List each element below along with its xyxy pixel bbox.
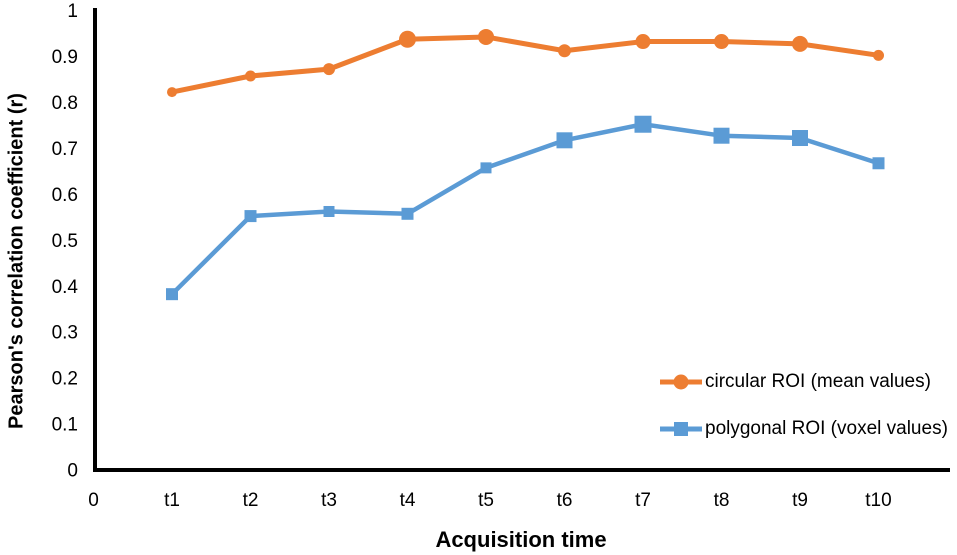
y-axis-title: Pearson's correlation coefficient (r) (5, 93, 28, 429)
x-tick-label: t10 (865, 490, 891, 511)
legend-label-polygonal: polygonal ROI (voxel values) (705, 417, 948, 439)
y-tick-label: 0.1 (52, 415, 78, 436)
x-tick-label: t4 (400, 490, 416, 511)
data-point-circular-t1 (167, 87, 177, 98)
data-point-polygonal-t8 (713, 127, 730, 144)
data-point-circular-t8 (714, 34, 729, 50)
y-tick-label: 0.6 (52, 185, 78, 206)
data-point-circular-t3 (323, 63, 335, 76)
y-tick-label: 0.9 (52, 47, 78, 68)
series-line-polygonal-roi (169, 121, 881, 297)
x-tick-label: t7 (635, 490, 651, 511)
x-axis-title: Acquisition time (435, 527, 607, 552)
x-tick-label: t8 (714, 490, 730, 511)
data-point-circular-t10 (873, 49, 884, 61)
legend-item-polygonal-roi: polygonal ROI (voxel values) (660, 416, 948, 441)
y-tick-label: 0.8 (52, 93, 78, 114)
data-point-polygonal-t1 (166, 288, 178, 301)
y-tick-label: 0.7 (52, 139, 78, 160)
x-tick-label: t9 (792, 490, 808, 511)
y-tick-label: 0.3 (52, 323, 78, 344)
y-tick-label: 0 (67, 461, 78, 482)
y-tick-label: 0.2 (52, 369, 78, 390)
x-tick-label: 0 (88, 490, 99, 511)
x-tick-label: t1 (164, 490, 180, 511)
data-point-circular-t9 (792, 35, 808, 52)
data-point-circular-t5 (478, 28, 494, 45)
data-point-polygonal-t6 (556, 132, 573, 149)
data-point-circular-t4 (399, 30, 416, 48)
legend-item-circular-roi: circular ROI (mean values) (660, 369, 948, 394)
legend-label-circular: circular ROI (mean values) (705, 370, 931, 392)
data-point-circular-t7 (635, 34, 651, 50)
x-tick-label: t3 (321, 490, 337, 511)
legend-swatch-circular (660, 374, 702, 390)
x-tick-label: t2 (243, 490, 259, 511)
legend-swatch-polygonal (660, 421, 702, 437)
series-line-circular-roi (169, 34, 881, 95)
data-point-circular-t2 (245, 70, 256, 82)
data-point-circular-t6 (558, 44, 571, 58)
legend: circular ROI (mean values) polygonal ROI… (660, 369, 948, 441)
y-tick-label: 0.4 (52, 277, 79, 298)
data-point-polygonal-t4 (401, 207, 414, 220)
data-point-polygonal-t2 (244, 210, 257, 223)
y-tick-label: 0.5 (52, 231, 78, 252)
data-point-polygonal-t3 (323, 205, 335, 217)
data-point-polygonal-t9 (792, 130, 808, 147)
data-point-polygonal-t7 (634, 115, 652, 133)
x-tick-label: t5 (478, 490, 494, 511)
data-point-polygonal-t10 (872, 157, 885, 170)
x-tick-label: t6 (557, 490, 573, 511)
y-tick-label: 1 (67, 1, 78, 22)
circle-marker-icon (673, 374, 689, 389)
data-point-polygonal-t5 (480, 162, 492, 174)
square-marker-icon (674, 421, 688, 436)
